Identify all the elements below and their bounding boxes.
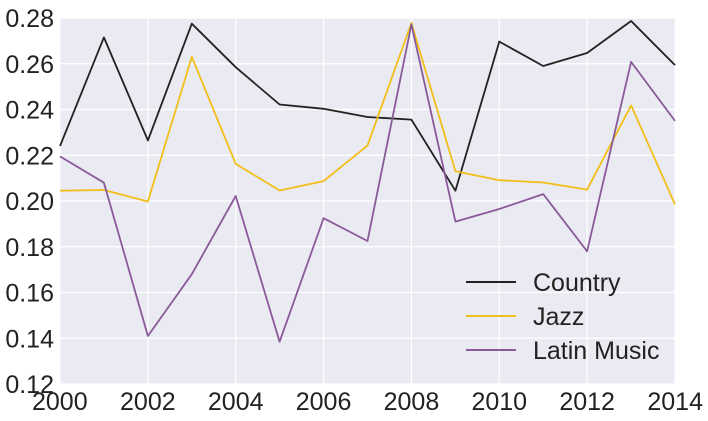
series-lines [59,20,676,343]
y-tick-label: 0.20 [5,188,54,216]
series-line-latin-music [59,23,676,343]
legend: Country Jazz Latin Music [466,269,659,365]
legend-label-jazz: Jazz [533,303,584,331]
legend-label-latin-music: Latin Music [533,337,659,365]
y-tick-label: 0.24 [5,97,54,125]
x-tick-label: 2000 [32,388,88,416]
y-tick-label: 0.14 [5,325,54,353]
series-line-jazz [59,22,676,205]
y-tick-label: 0.16 [5,280,54,308]
y-tick-label: 0.22 [5,142,54,170]
legend-label-country: Country [533,269,621,297]
y-tick-label: 0.18 [5,234,54,262]
y-axis-ticks: 0.12 0.14 0.16 0.18 0.20 0.22 0.24 0.26 0.28 [5,5,54,399]
x-tick-label: 2008 [384,388,440,416]
x-tick-label: 2010 [471,388,527,416]
y-tick-label: 0.12 [5,371,54,399]
x-tick-label: 2006 [296,388,352,416]
series-line-country [59,20,676,192]
x-axis-ticks: 2000 2002 2004 2006 2008 2010 2012 2014 [32,388,703,416]
x-tick-label: 2012 [559,388,615,416]
x-tick-label: 2004 [208,388,264,416]
y-tick-label: 0.26 [5,51,54,79]
x-tick-label: 2002 [120,388,176,416]
y-tick-label: 0.28 [5,5,54,33]
x-tick-label: 2014 [647,388,703,416]
